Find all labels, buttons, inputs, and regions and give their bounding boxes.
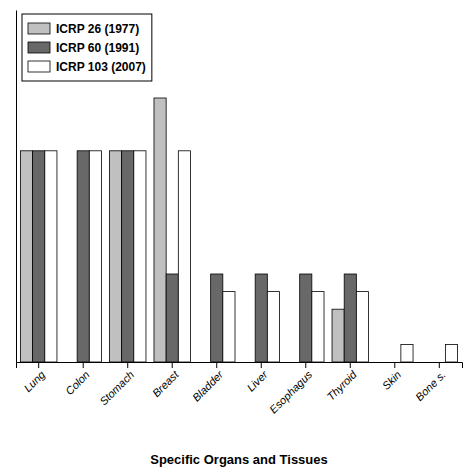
x-tick-mark: [38, 362, 39, 368]
plot: Lung ColonStomach BreastBladder LiverEsopha…: [17, 11, 463, 416]
bar-series: [20, 98, 344, 362]
bar: [267, 292, 279, 362]
x-tick-mark: [172, 362, 173, 368]
x-tick-label: Colon: [63, 368, 92, 397]
x-tick-mark: [83, 362, 84, 368]
legend: ICRP 26 (1977) ICRP 60 (1991) ICRP 103 (20…: [22, 14, 152, 81]
x-axis: Lung ColonStomach BreastBladder LiverEsopha…: [17, 362, 463, 416]
bar: [20, 151, 32, 362]
x-tick: Breast: [150, 362, 182, 399]
x-tick: Skin: [380, 362, 404, 392]
chart: Lung ColonStomach BreastBladder LiverEsopha…: [0, 0, 474, 474]
x-tick: Thyroid: [324, 362, 359, 403]
bar: [300, 274, 312, 362]
legend-item: ICRP 103 (2007): [28, 60, 146, 74]
x-tick-mark: [216, 362, 217, 368]
bar: [344, 274, 356, 362]
y-axis: [16, 11, 17, 363]
x-tick: Lung: [21, 362, 47, 394]
legend-label: ICRP 60 (1991): [56, 41, 139, 55]
x-tick-label: Bladder: [190, 367, 226, 403]
bar: [166, 274, 178, 362]
x-tick-label: Thyroid: [324, 368, 359, 403]
bar: [223, 292, 235, 362]
bar: [109, 151, 121, 362]
x-tick: Colon: [63, 362, 92, 397]
bar: [433, 362, 445, 363]
x-tick-label: Breast: [150, 368, 182, 400]
x-tick: Stomach: [97, 362, 136, 407]
y-axis-line: [16, 11, 17, 363]
bar: [243, 362, 255, 363]
bar-series: [33, 151, 357, 362]
bar: [89, 151, 101, 362]
bar: [312, 292, 324, 362]
legend-swatch: [28, 61, 50, 72]
bar: [421, 362, 433, 363]
legend-item: ICRP 60 (1991): [28, 41, 139, 55]
bar: [178, 151, 190, 362]
bar: [134, 151, 146, 362]
x-tick-label: Lung: [21, 368, 47, 394]
legend-swatch: [28, 42, 50, 53]
legend-label: ICRP 26 (1977): [56, 22, 139, 36]
x-tick-label: Esophagus: [267, 368, 315, 416]
bar: [33, 151, 45, 362]
bar: [389, 362, 401, 363]
x-tick: Bone s.: [413, 362, 448, 403]
bar: [154, 98, 166, 362]
bar: [288, 362, 300, 363]
bar: [211, 274, 223, 362]
bar: [255, 274, 267, 362]
bar-series: [45, 151, 458, 362]
bar: [401, 344, 413, 362]
x-tick-mark: [127, 362, 128, 368]
bar: [445, 344, 457, 362]
bar: [77, 151, 89, 362]
legend-item: ICRP 26 (1977): [28, 22, 139, 36]
x-tick-mark: [305, 362, 306, 368]
x-tick-mark: [261, 362, 262, 368]
x-tick: Bladder: [190, 362, 226, 404]
bar: [356, 292, 368, 362]
bar: [45, 151, 57, 362]
legend-label: ICRP 103 (2007): [56, 60, 146, 74]
x-tick-mark: [394, 362, 395, 368]
bar: [122, 151, 134, 362]
x-tick-label: Bone s.: [413, 368, 448, 403]
x-tick-mark: [439, 362, 440, 368]
bar: [198, 362, 210, 363]
x-axis-line: [17, 363, 463, 369]
x-tick-label: Liver: [244, 367, 270, 393]
bar: [377, 362, 389, 363]
x-axis-title: Specific Organs and Tissues: [150, 452, 328, 467]
x-tick: Esophagus: [267, 362, 315, 416]
bars: [20, 98, 457, 362]
bar: [65, 362, 77, 363]
x-tick-label: Skin: [380, 368, 404, 392]
legend-frame: [22, 14, 152, 81]
bar: [332, 309, 344, 362]
x-tick-mark: [350, 362, 351, 368]
x-tick: Liver: [244, 362, 270, 394]
legend-swatch: [28, 23, 50, 34]
x-tick-label: Stomach: [97, 368, 136, 407]
